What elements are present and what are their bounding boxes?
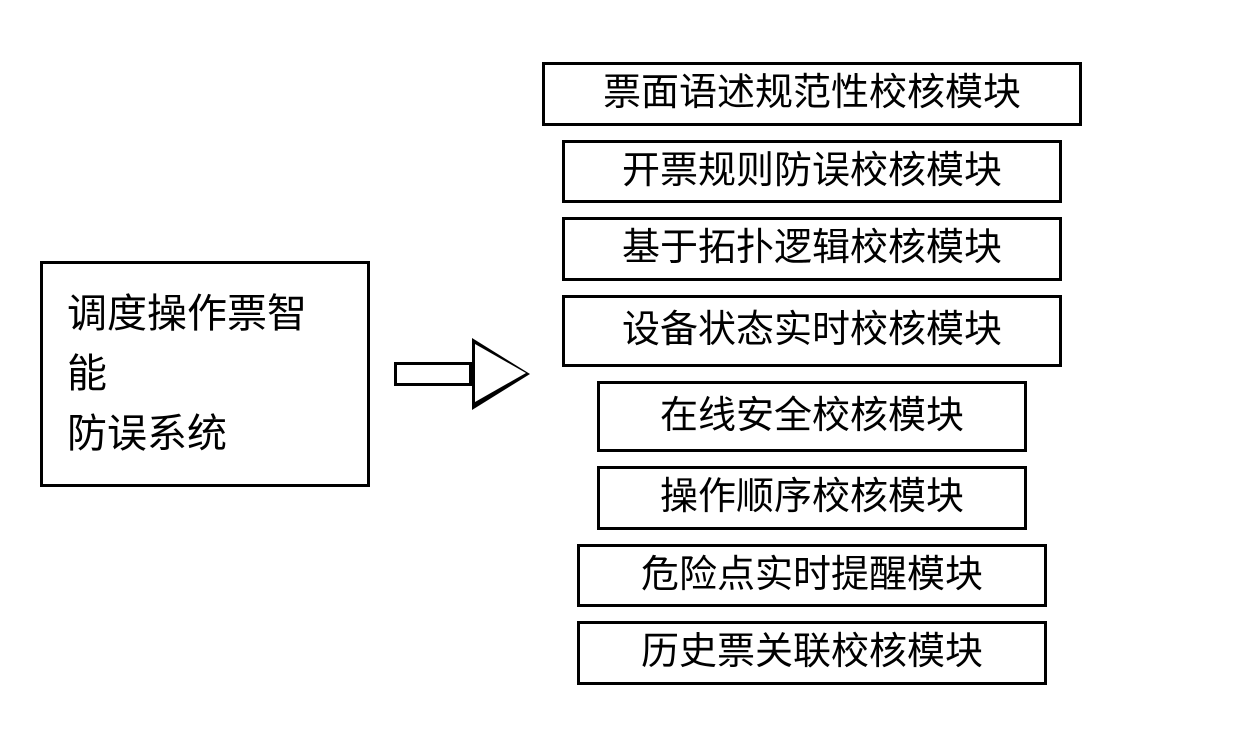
module-label: 基于拓扑逻辑校核模块 (622, 227, 1002, 269)
module-box-2: 基于拓扑逻辑校核模块 (562, 217, 1062, 281)
module-box-1: 开票规则防误校核模块 (562, 140, 1062, 204)
module-label: 票面语述规范性校核模块 (603, 72, 1021, 114)
arrow-head (472, 338, 530, 410)
module-label: 设备状态实时校核模块 (622, 309, 1002, 351)
source-line1: 调度操作票智能 (67, 284, 343, 404)
module-label: 历史票关联校核模块 (641, 631, 983, 673)
arrow-shaft (394, 362, 472, 386)
module-box-3: 设备状态实时校核模块 (562, 295, 1062, 367)
diagram-container: 调度操作票智能 防误系统 票面语述规范性校核模块 开票规则防误校核模块 基于拓扑… (0, 0, 1239, 747)
modules-column: 票面语述规范性校核模块 开票规则防误校核模块 基于拓扑逻辑校核模块 设备状态实时… (542, 62, 1082, 685)
module-box-6: 危险点实时提醒模块 (577, 544, 1047, 608)
module-label: 危险点实时提醒模块 (641, 554, 983, 596)
module-label: 在线安全校核模块 (660, 395, 964, 437)
module-box-4: 在线安全校核模块 (597, 381, 1027, 453)
module-box-7: 历史票关联校核模块 (577, 621, 1047, 685)
source-system-box: 调度操作票智能 防误系统 (40, 261, 370, 487)
arrow (394, 338, 530, 410)
module-box-0: 票面语述规范性校核模块 (542, 62, 1082, 126)
module-label: 开票规则防误校核模块 (622, 150, 1002, 192)
module-label: 操作顺序校核模块 (660, 476, 964, 518)
arrow-head-inner (475, 344, 526, 402)
source-line2: 防误系统 (67, 404, 343, 464)
module-box-5: 操作顺序校核模块 (597, 466, 1027, 530)
